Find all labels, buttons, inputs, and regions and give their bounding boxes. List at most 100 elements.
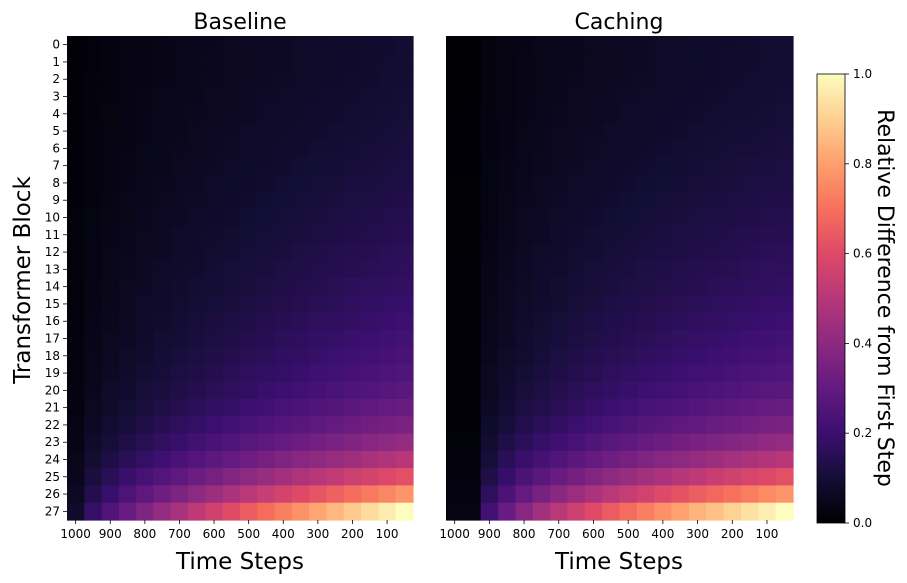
heatmap-cell bbox=[567, 260, 586, 279]
heatmap-cell bbox=[309, 399, 328, 417]
heatmap-cell bbox=[274, 105, 293, 124]
heatmap-cell bbox=[136, 485, 155, 504]
heatmap-cell bbox=[291, 243, 310, 262]
heatmap-cell bbox=[480, 399, 499, 417]
colorbar-tick-label: 0.8 bbox=[853, 157, 872, 171]
heatmap-cell bbox=[775, 278, 794, 296]
heatmap-cell bbox=[188, 122, 206, 141]
heatmap-cell bbox=[378, 87, 397, 106]
heatmap-cell bbox=[480, 139, 499, 158]
x-axis-label-caching: Time Steps bbox=[554, 549, 683, 575]
y-tick-label: 0 bbox=[52, 38, 60, 52]
heatmap-cell bbox=[550, 485, 569, 504]
heatmap-cell bbox=[136, 433, 155, 452]
heatmap-cell bbox=[446, 295, 464, 314]
heatmap-cell bbox=[257, 226, 276, 245]
heatmap-cell bbox=[706, 399, 725, 417]
heatmap-cell bbox=[498, 208, 516, 227]
heatmap-cell bbox=[170, 139, 189, 158]
heatmap-cell bbox=[498, 416, 516, 435]
heatmap-cell bbox=[498, 295, 516, 314]
heatmap-cell bbox=[274, 416, 293, 435]
heatmap-cell bbox=[498, 70, 516, 89]
heatmap-cell bbox=[758, 53, 777, 72]
heatmap-cell bbox=[550, 295, 569, 314]
heatmap-cell bbox=[361, 191, 379, 210]
heatmap-cell bbox=[153, 87, 172, 106]
heatmap-cell bbox=[136, 139, 155, 158]
heatmap-cell bbox=[240, 53, 258, 72]
heatmap-cell bbox=[671, 208, 690, 227]
heatmap-cell bbox=[654, 87, 673, 106]
y-tick-label: 27 bbox=[45, 504, 60, 518]
heatmap-cell bbox=[378, 450, 397, 469]
y-tick-label: 10 bbox=[45, 211, 60, 225]
heatmap-cell bbox=[498, 485, 516, 504]
heatmap-cell bbox=[361, 122, 379, 141]
y-tick-label: 17 bbox=[45, 332, 60, 346]
heatmap-cell bbox=[532, 502, 551, 521]
heatmap-cell bbox=[636, 416, 655, 435]
heatmap-cell bbox=[118, 191, 137, 210]
heatmap-cell bbox=[84, 347, 103, 366]
heatmap-cell bbox=[740, 502, 759, 521]
heatmap-cell bbox=[257, 53, 276, 72]
heatmap-cell bbox=[291, 329, 310, 348]
heatmap-cell bbox=[758, 157, 777, 175]
heatmap-cell bbox=[343, 87, 362, 106]
heatmap-cell bbox=[723, 70, 742, 89]
heatmap-cell bbox=[602, 226, 621, 245]
heatmap-cell bbox=[257, 381, 276, 400]
heatmap-cell bbox=[740, 191, 759, 210]
heatmap-cell bbox=[723, 122, 742, 141]
heatmap-cell bbox=[84, 174, 103, 193]
heatmap-cell bbox=[136, 502, 155, 521]
heatmap-cell bbox=[84, 157, 103, 175]
heatmap-cell bbox=[758, 226, 777, 245]
heatmap-cell bbox=[463, 502, 482, 521]
heatmap-cell bbox=[550, 399, 569, 417]
heatmap-cell bbox=[343, 36, 362, 54]
heatmap-cell bbox=[118, 139, 137, 158]
heatmap-cell bbox=[326, 347, 345, 366]
heatmap-cell bbox=[274, 433, 293, 452]
heatmap-cell bbox=[101, 278, 120, 296]
x-tick-label: 300 bbox=[686, 527, 709, 541]
heatmap-cell bbox=[723, 295, 742, 314]
heatmap-cell bbox=[326, 208, 345, 227]
heatmap-cell bbox=[532, 295, 551, 314]
heatmap-cell bbox=[395, 208, 414, 227]
heatmap-cell bbox=[654, 399, 673, 417]
heatmap-cell bbox=[515, 502, 534, 521]
heatmap-cell bbox=[602, 243, 621, 262]
heatmap-cell bbox=[584, 174, 603, 193]
heatmap-cell bbox=[758, 105, 777, 124]
heatmap-cell bbox=[654, 157, 673, 175]
heatmap-cell bbox=[153, 53, 172, 72]
heatmap-cell bbox=[361, 381, 379, 400]
heatmap-cell bbox=[584, 485, 603, 504]
heatmap-cell bbox=[654, 295, 673, 314]
heatmap-cell bbox=[706, 226, 725, 245]
heatmap-cell bbox=[584, 468, 603, 487]
heatmap-cell bbox=[326, 174, 345, 193]
heatmap-cell bbox=[153, 329, 172, 348]
heatmap-cell bbox=[188, 364, 206, 383]
heatmap-cell bbox=[463, 87, 482, 106]
heatmap-cell bbox=[584, 364, 603, 383]
heatmap-cell bbox=[153, 312, 172, 331]
heatmap-cell bbox=[775, 399, 794, 417]
heatmap-cell bbox=[446, 226, 464, 245]
heatmap-cell bbox=[758, 208, 777, 227]
heatmap-cell bbox=[118, 243, 137, 262]
heatmap-cell bbox=[205, 243, 224, 262]
heatmap-cell bbox=[153, 399, 172, 417]
heatmap-cell bbox=[480, 450, 499, 469]
heatmap-cell bbox=[101, 485, 120, 504]
heatmap-cell bbox=[740, 399, 759, 417]
heatmap-cell bbox=[706, 347, 725, 366]
heatmap-cell bbox=[118, 105, 137, 124]
heatmap-cell bbox=[740, 364, 759, 383]
heatmap-cell bbox=[636, 381, 655, 400]
